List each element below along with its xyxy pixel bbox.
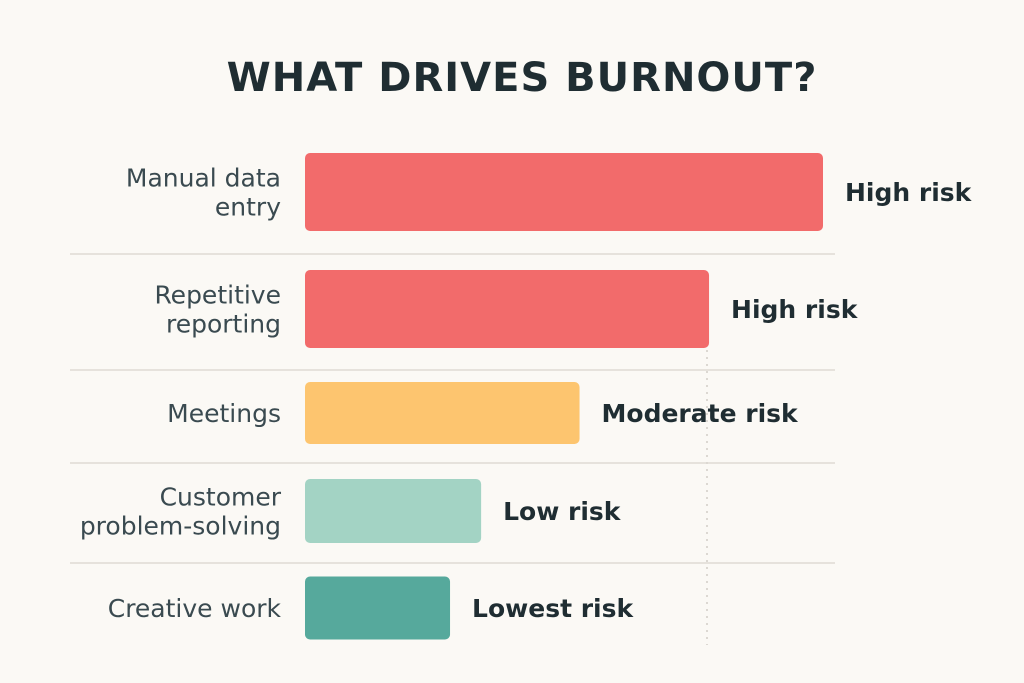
data-label: High risk xyxy=(731,295,859,324)
bar xyxy=(305,270,710,348)
chart-title: WHAT DRIVES BURNOUT? xyxy=(226,55,818,101)
bar xyxy=(305,479,482,543)
category-label: Customer problem-solving xyxy=(80,483,282,541)
data-label: Low risk xyxy=(503,497,622,526)
data-label: Lowest risk xyxy=(472,594,634,623)
category-label: Repetitive reporting xyxy=(154,281,281,339)
data-label: Moderate risk xyxy=(602,399,799,428)
category-label: Manual data entry xyxy=(126,164,281,222)
category-label: Creative work xyxy=(108,594,282,623)
bar xyxy=(305,576,451,640)
bar xyxy=(305,382,580,444)
category-label: Meetings xyxy=(167,399,281,428)
data-label: High risk xyxy=(845,178,973,207)
bar xyxy=(305,153,823,231)
